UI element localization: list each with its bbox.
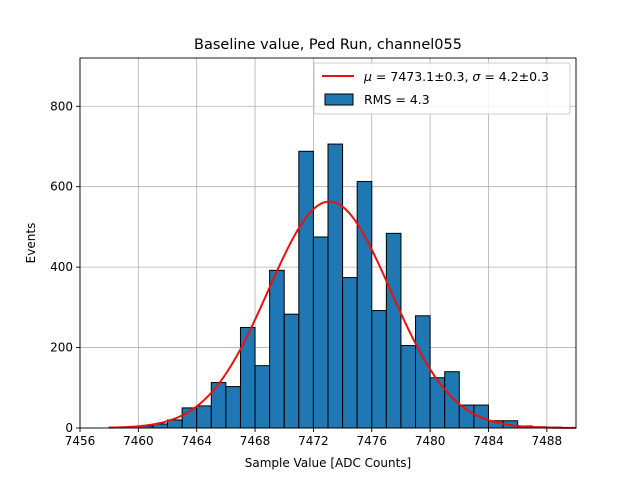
- histogram-bar: [270, 270, 285, 428]
- y-tick-label: 400: [50, 260, 73, 274]
- x-axis-ticks: 7456 7460 7464 7468 7472 7476 7480 7484 7488: [65, 428, 562, 448]
- histogram-bar: [226, 387, 241, 428]
- x-axis-label: Sample Value [ADC Counts]: [245, 456, 411, 470]
- y-axis-ticks: 0 200 400 600 800: [50, 99, 80, 435]
- x-tick-label: 7472: [298, 434, 329, 448]
- histogram-bar: [255, 366, 270, 428]
- histogram-bar: [284, 314, 299, 428]
- legend-mu-text: = 7473.1±0.3,: [372, 69, 472, 84]
- histogram-bar: [357, 181, 372, 428]
- legend-hist-swatch: [325, 94, 353, 105]
- histogram-bar: [197, 406, 212, 428]
- x-tick-label: 7464: [181, 434, 212, 448]
- legend: μ = 7473.1±0.3, σ = 4.2±0.3 RMS = 4.3: [314, 63, 570, 114]
- y-tick-label: 0: [65, 421, 73, 435]
- histogram-bar: [386, 233, 401, 428]
- y-tick-label: 800: [50, 99, 73, 113]
- x-tick-label: 7488: [532, 434, 563, 448]
- x-tick-label: 7460: [123, 434, 154, 448]
- histogram-bar: [401, 346, 416, 428]
- legend-fit-label: μ = 7473.1±0.3, σ = 4.2±0.3: [363, 69, 549, 84]
- chart-title: Baseline value, Ped Run, channel055: [194, 37, 462, 53]
- x-tick-label: 7468: [240, 434, 271, 448]
- x-tick-label: 7476: [356, 434, 387, 448]
- y-tick-label: 200: [50, 341, 73, 355]
- x-tick-label: 7456: [65, 434, 96, 448]
- histogram-bar: [416, 316, 431, 428]
- histogram-bar: [240, 327, 255, 428]
- legend-mu-symbol: μ: [363, 69, 372, 84]
- histogram-bar: [372, 311, 387, 428]
- x-tick-label: 7484: [473, 434, 504, 448]
- histogram-bar: [328, 144, 343, 428]
- histogram-bar: [445, 372, 460, 428]
- histogram-bar: [299, 151, 314, 428]
- y-tick-label: 600: [50, 180, 73, 194]
- histogram-bar: [343, 278, 358, 428]
- legend-hist-label: RMS = 4.3: [364, 92, 430, 107]
- histogram-bar: [313, 237, 328, 428]
- legend-sigma-text: = 4.2±0.3: [480, 69, 549, 84]
- x-tick-label: 7480: [415, 434, 446, 448]
- y-axis-label: Events: [24, 223, 38, 264]
